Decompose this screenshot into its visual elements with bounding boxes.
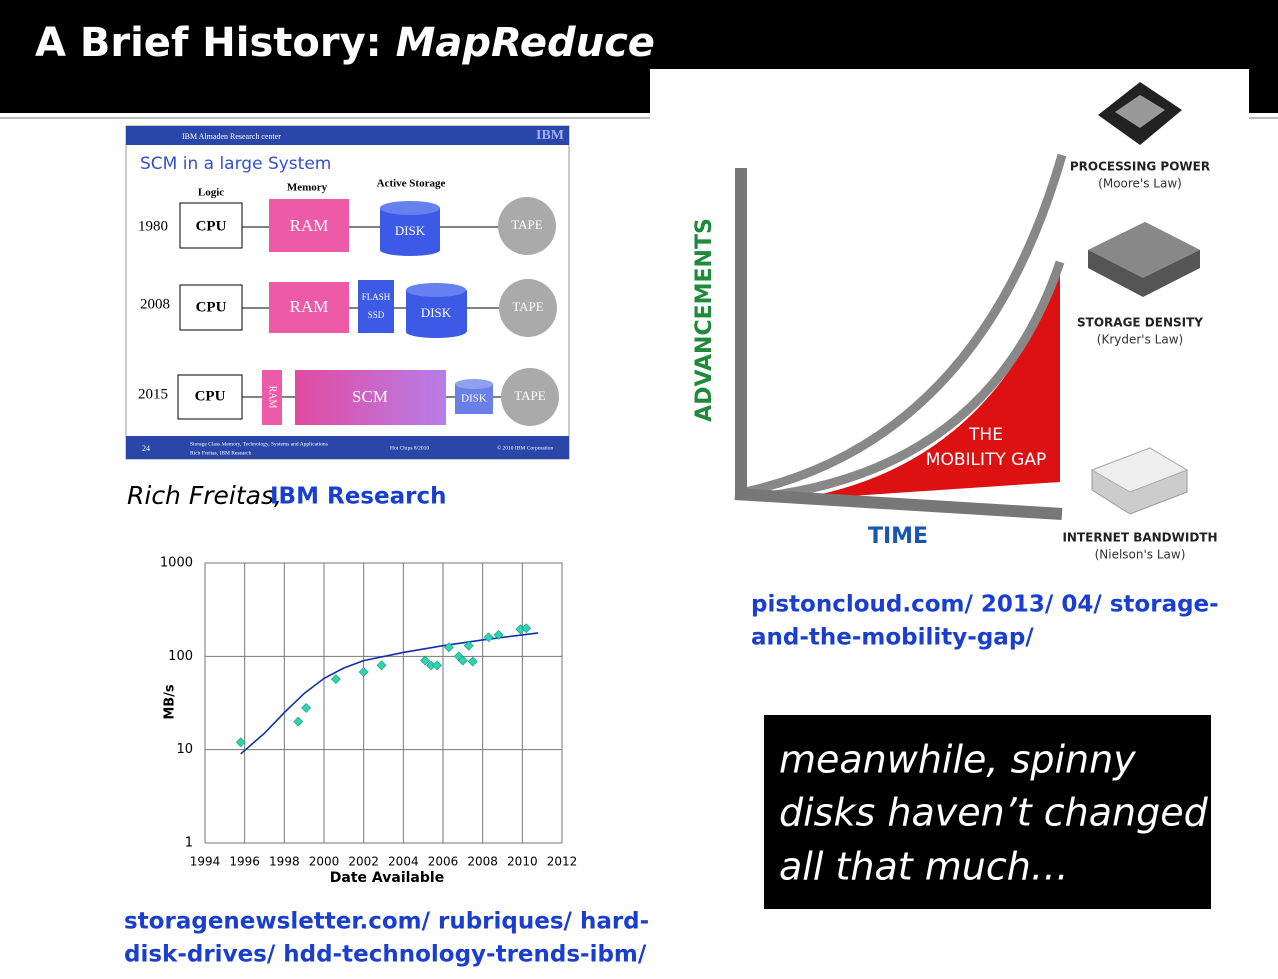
- trend-line: [240, 632, 539, 755]
- x-tick-label: 2008: [467, 855, 498, 869]
- callout-line: disks haven’t changed: [779, 791, 1209, 835]
- y-tick-label: 1: [185, 836, 193, 851]
- series-label: STORAGE DENSITY: [1077, 316, 1203, 330]
- data-point: [493, 629, 504, 640]
- series-label: INTERNET BANDWIDTH: [1062, 531, 1217, 545]
- logo: IBM: [536, 128, 564, 143]
- ibm-slide: IBM Almaden Research center IBM SCM in a…: [125, 125, 570, 460]
- venue: Hot Chips 8/2010: [390, 445, 429, 451]
- tape: TAPE: [511, 217, 543, 232]
- org: IBM Almaden Research center: [182, 132, 281, 141]
- law-label: (Moore's Law): [1098, 177, 1182, 191]
- gap-label: MOBILITY GAP: [926, 450, 1046, 470]
- callout-box: [764, 715, 1211, 909]
- storage: DISK: [461, 393, 487, 405]
- x-tick-label: 2010: [507, 855, 538, 869]
- x-tick-label: 1994: [190, 855, 221, 869]
- y-axis-label: ADVANCEMENTS: [692, 218, 717, 422]
- title-emphasis: MapReduce: [396, 20, 655, 66]
- link-line[interactable]: storagenewsletter.com/ rubriques/ hard-: [124, 909, 649, 935]
- data-point: [483, 632, 494, 643]
- mobility-image: THE MOBILITY GAP ADVANCEMENTS TIME PROCE…: [650, 69, 1249, 562]
- caption-org: IBM Research: [270, 484, 446, 510]
- data-point: [330, 674, 341, 685]
- author: Rich Freitas, IBM Research: [190, 450, 252, 456]
- series-label: PROCESSING POWER: [1070, 160, 1210, 174]
- x-axis-label: Date Available: [330, 870, 444, 886]
- x-tick-label: 2006: [428, 855, 459, 869]
- y-tick-label: 10: [176, 742, 193, 757]
- x-tick-label: 2002: [348, 855, 379, 869]
- slide-title: A Brief History: MapReduce: [35, 20, 655, 66]
- memory: RAM: [290, 216, 329, 235]
- memory: SCM: [352, 387, 388, 406]
- y-tick-label: 1000: [160, 556, 193, 571]
- y-axis-label: MB/s: [163, 684, 178, 720]
- year: 1980: [138, 218, 168, 234]
- year: 2015: [138, 386, 168, 402]
- storage: DISK: [421, 305, 452, 320]
- callout-line: meanwhile, spinny: [779, 738, 1136, 782]
- cpu: CPU: [195, 388, 226, 404]
- data-point: [420, 655, 431, 666]
- plot-area: [204, 562, 563, 844]
- data-point: [235, 737, 246, 748]
- cpu: CPU: [196, 218, 227, 234]
- data-point: [463, 640, 474, 651]
- data-point: [358, 667, 369, 677]
- heading: SCM in a large System: [140, 154, 331, 174]
- callout-line: all that much…: [779, 845, 1069, 889]
- memory: RAM: [290, 297, 329, 316]
- copyright: © 2010 IBM Corporation: [497, 444, 554, 451]
- x-tick-label: 2000: [309, 855, 340, 869]
- ram: RAM: [267, 386, 278, 409]
- data-point: [301, 703, 312, 713]
- data-point: [376, 660, 387, 671]
- gap-label: THE: [968, 425, 1003, 445]
- x-axis-label: TIME: [868, 524, 928, 549]
- data-point: [467, 656, 478, 667]
- column: Active Storage: [377, 178, 446, 190]
- data-point: [432, 660, 442, 671]
- flash: FLASH: [362, 292, 391, 302]
- link-line[interactable]: and-the-mobility-gap/: [751, 625, 1034, 651]
- y-tick-label: 100: [168, 649, 193, 664]
- x-tick-label: 1998: [269, 855, 300, 869]
- page-number: 24: [142, 444, 150, 453]
- column: Logic: [198, 187, 224, 199]
- title-text: A Brief History:: [35, 20, 382, 66]
- link-line[interactable]: pistoncloud.com/ 2013/ 04/ storage-: [751, 592, 1219, 618]
- x-tick-label: 2004: [388, 855, 419, 869]
- data-point: [457, 655, 468, 666]
- law-label: (Nielson's Law): [1095, 548, 1186, 562]
- hdd-chart: 1994 1996 1998 2000 2002 2004 2006 2008 2010 2012…: [160, 556, 577, 887]
- data-point: [444, 642, 454, 653]
- storage: DISK: [395, 223, 426, 238]
- cpu: CPU: [196, 299, 227, 315]
- year: 2008: [140, 296, 170, 312]
- link-line[interactable]: disk-drives/ hdd-technology-trends-ibm/: [124, 942, 647, 968]
- x-tick-label: 2012: [547, 855, 578, 869]
- data-point: [293, 716, 304, 727]
- x-tick-label: 1996: [229, 855, 260, 869]
- caption-author: Rich Freitas,: [127, 481, 282, 510]
- data-point: [521, 623, 532, 634]
- law-label: (Kryder's Law): [1097, 333, 1183, 347]
- column: Memory: [287, 182, 328, 194]
- ssd: SSD: [368, 310, 385, 320]
- tape: TAPE: [514, 388, 546, 403]
- tape: TAPE: [512, 299, 544, 314]
- talk: Storage Class Memory, Technology, System…: [190, 441, 328, 447]
